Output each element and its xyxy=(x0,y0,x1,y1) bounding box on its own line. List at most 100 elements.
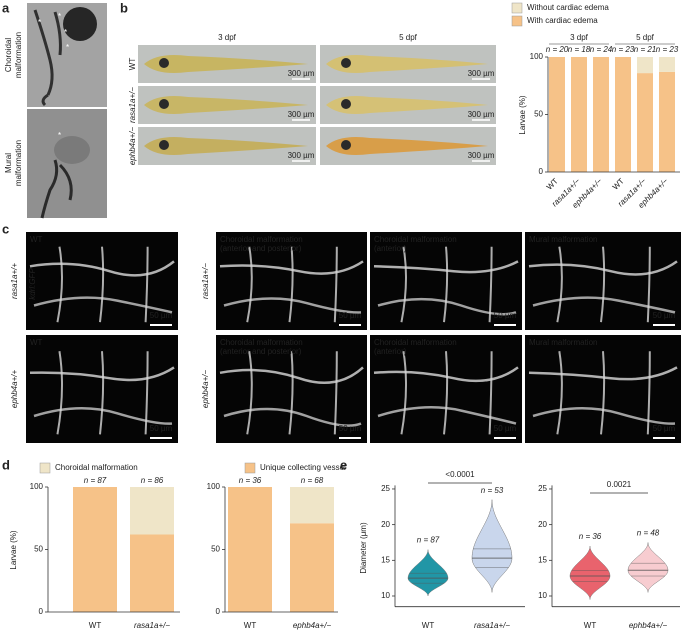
n-label: n = 87 xyxy=(417,536,440,545)
image-label: Choroidal malformation xyxy=(220,235,303,244)
row-label: ephb4a+/− xyxy=(128,127,137,166)
larva-eye xyxy=(341,58,351,68)
legend-swatch xyxy=(39,462,51,474)
y-tick-label: 10 xyxy=(538,591,547,600)
vessel xyxy=(56,246,64,323)
n-label: n = 48 xyxy=(637,529,660,538)
legend-label: Without cardiac edema xyxy=(527,3,609,12)
bar-segment xyxy=(637,57,653,74)
row-label: Mural xyxy=(4,153,13,173)
n-label: n = 68 xyxy=(301,476,324,485)
group-label: 3 dpf xyxy=(570,33,589,42)
y-tick-label: 20 xyxy=(538,520,547,529)
n-label: n = 18 xyxy=(568,45,591,54)
scale-label: 50 µm xyxy=(494,424,517,433)
legend-swatch xyxy=(244,462,256,474)
bar-segment xyxy=(130,534,174,612)
legend-swatch xyxy=(511,2,523,14)
n-label: n = 86 xyxy=(141,476,164,485)
marker: * xyxy=(64,28,67,37)
y-axis-label: Diameter (μm) xyxy=(359,522,368,574)
vessel xyxy=(400,351,407,435)
vessel xyxy=(219,366,364,385)
bar-segment xyxy=(73,487,117,612)
x-tick-label: WT xyxy=(545,176,560,191)
row-label: malformation xyxy=(14,32,23,78)
x-tick-label: ephb4a+/− xyxy=(293,621,332,630)
angiogram xyxy=(27,109,107,218)
image-label: Mural malformation xyxy=(529,338,597,347)
x-tick-label: WT xyxy=(89,621,102,630)
legend-swatch xyxy=(511,15,523,27)
row-label: ephb4a+/+ xyxy=(10,370,19,409)
vessel xyxy=(528,260,678,276)
marker: * xyxy=(58,12,61,21)
marker: * xyxy=(38,18,41,27)
vessel xyxy=(219,260,364,275)
larva xyxy=(144,55,308,73)
legend-label: With cardiac edema xyxy=(527,16,598,25)
vessel xyxy=(246,246,253,323)
x-tick-label: rasa1a+/− xyxy=(474,621,510,630)
scale-label: 300 µm xyxy=(288,151,315,160)
larva-eye xyxy=(159,140,169,150)
n-label: n = 36 xyxy=(239,476,262,485)
scale-label: 50 µm xyxy=(150,424,173,433)
row-label: WT xyxy=(128,58,137,71)
vessel xyxy=(56,351,63,435)
panel-label: a xyxy=(2,0,10,15)
image-label: Choroidal malformation xyxy=(220,338,303,347)
vessel xyxy=(333,246,338,323)
scale-label: 300 µm xyxy=(288,69,315,78)
n-label: n = 87 xyxy=(84,476,107,485)
image-label: (anterior and posterior) xyxy=(220,244,302,253)
vessel xyxy=(144,246,149,323)
larva-eye xyxy=(341,99,351,109)
scale-label: 300 µm xyxy=(288,110,315,119)
vessel xyxy=(29,260,175,277)
larva-eye xyxy=(159,99,169,109)
larva xyxy=(144,137,308,155)
vessel xyxy=(144,351,149,435)
x-tick-label: rasa1a+/− xyxy=(134,621,170,630)
larva xyxy=(144,96,308,114)
vessel xyxy=(400,246,408,323)
bar-segment xyxy=(290,523,334,612)
violin-body xyxy=(627,542,669,593)
x-tick-label: WT xyxy=(584,621,597,630)
vessel xyxy=(377,406,517,425)
larva xyxy=(326,55,488,73)
x-tick-label: WT xyxy=(244,621,257,630)
y-tick-label: 100 xyxy=(30,482,44,491)
scale-label: 50 µm xyxy=(653,424,676,433)
larva xyxy=(326,96,488,114)
panel-label: d xyxy=(2,457,10,472)
vessel xyxy=(600,246,606,323)
violin-body xyxy=(407,549,449,597)
scale-label: 50 µm xyxy=(494,311,517,320)
violin-body xyxy=(471,499,513,593)
image-label: (anterior and posterior) xyxy=(220,347,302,356)
vessel xyxy=(373,260,519,274)
vessel xyxy=(532,407,676,425)
vessel xyxy=(223,407,362,427)
larva xyxy=(326,137,488,155)
column-label: 5 dpf xyxy=(399,33,418,42)
vessel xyxy=(556,351,563,435)
larva-eye xyxy=(341,140,351,150)
panel-label: c xyxy=(2,221,9,236)
y-tick-label: 0 xyxy=(39,607,44,616)
image-label: (anterior) xyxy=(374,244,407,253)
scale-label: 300 µm xyxy=(468,110,495,119)
reporter-label: kdrl:GFP xyxy=(28,268,37,300)
bar-segment xyxy=(549,57,565,172)
n-label: n = 20 xyxy=(546,45,569,54)
bar-segment xyxy=(290,487,334,524)
angiogram-detail xyxy=(40,159,73,219)
n-label: n = 24 xyxy=(590,45,613,54)
y-tick-label: 0 xyxy=(216,607,221,616)
vessel xyxy=(99,246,105,323)
group-label: 5 dpf xyxy=(636,33,655,42)
row-label: rasa1a+/− xyxy=(128,87,137,123)
x-tick-label: ephb4a+/− xyxy=(629,621,668,630)
